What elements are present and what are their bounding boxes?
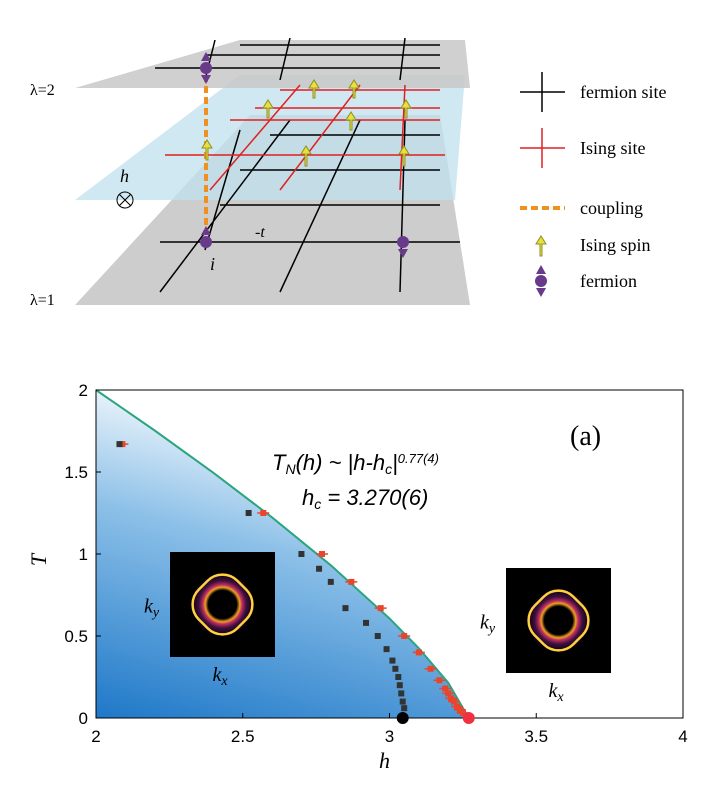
point [427,665,434,672]
point [392,665,399,672]
annotation: TN(h) ~ |h-hc|0.77(4) [272,450,439,477]
critical-point [462,712,475,724]
plane-label: λ=2 [30,82,55,99]
annotation-part: T [272,450,287,475]
point [396,682,403,689]
legend-label: fermion [580,271,637,291]
point [383,646,390,653]
point [298,551,305,557]
point [260,510,267,516]
point [327,578,334,585]
annotation-part: c [385,461,392,477]
point [116,441,123,448]
y-tick-label: 1 [79,545,88,564]
inset-label-part: y [487,621,496,636]
annotation-part: c [314,496,321,512]
plane-label: λ=1 [30,292,55,309]
point [445,690,452,697]
point [401,705,408,712]
annotation-part: N [285,461,296,477]
point [448,695,455,702]
annotation-part: = 3.270(6) [321,485,428,510]
y-axis-label: T [26,552,51,566]
inset-label-part: x [556,690,564,705]
inset-label-part: k [213,664,223,686]
point [415,649,422,656]
point [389,657,396,664]
field-symbol [116,191,134,209]
annotation-part: 0.77(4) [398,451,439,466]
x-tick-label: 4 [678,727,687,746]
point [459,710,466,717]
inset-label-part: k [549,680,559,702]
point [398,690,405,697]
legend-label: coupling [580,198,643,218]
legend-label: Ising spin [580,235,651,255]
point [395,674,402,680]
diagram-legend: fermion site Ising site coupling Ising s… [520,72,666,297]
point [363,619,370,626]
y-tick-label: 0.5 [64,627,88,646]
x-axis-label: h [379,748,390,773]
field-symbol [118,193,132,207]
point [342,605,349,612]
site-label: i [210,254,215,274]
point [451,698,458,705]
inset-image [191,573,254,636]
fermions [200,52,409,258]
fit-curve [95,389,470,719]
inset-image [185,567,260,642]
y-tick-label: 1.5 [64,463,88,482]
inset-label: ky [144,596,160,621]
critical-point [396,712,409,724]
point [245,510,252,516]
x-tick-label: 2 [91,727,100,746]
hopping-label: -t [255,224,265,241]
y-tick-label: 0 [79,709,88,728]
inset-label: ky [480,612,496,637]
point [454,703,461,710]
ising-spins [201,79,412,167]
inset-label: kx [549,680,565,705]
y-tick-label: 2 [79,381,88,400]
point [374,633,381,639]
x-tick-label: 2.5 [231,727,255,746]
plane [75,75,465,200]
inset-label-part: k [144,596,154,618]
inset-image [521,583,596,658]
inset-label-part: y [151,605,160,620]
point [316,565,323,572]
point [377,605,384,612]
point [442,685,449,692]
point [399,698,406,705]
annotation: hc = 3.270(6) [302,485,428,512]
ordered-region [96,390,469,718]
inset-label-part: x [220,674,228,689]
x-tick-label: 3.5 [524,727,548,746]
x-tick-label: 3 [385,727,394,746]
annotation-part: (h) ~ |h-h [296,450,385,475]
lattice-diagram: λ=2 λ=1 h -t i fermion site Ising site c… [30,37,666,309]
field-label: h [120,166,129,186]
inset-label: kx [213,664,229,689]
point [318,551,325,557]
annotation-part: h [302,485,314,510]
point [456,706,463,713]
inset-image [527,589,590,652]
inset-label-part: k [480,612,490,634]
legend-label: Ising site [580,138,646,158]
annotation-part: | [392,450,398,475]
legend-label: fermion site [580,82,666,102]
plane [75,40,470,88]
point [436,677,443,684]
point [348,578,355,585]
panel-label: (a) [570,421,601,452]
point [401,633,408,639]
